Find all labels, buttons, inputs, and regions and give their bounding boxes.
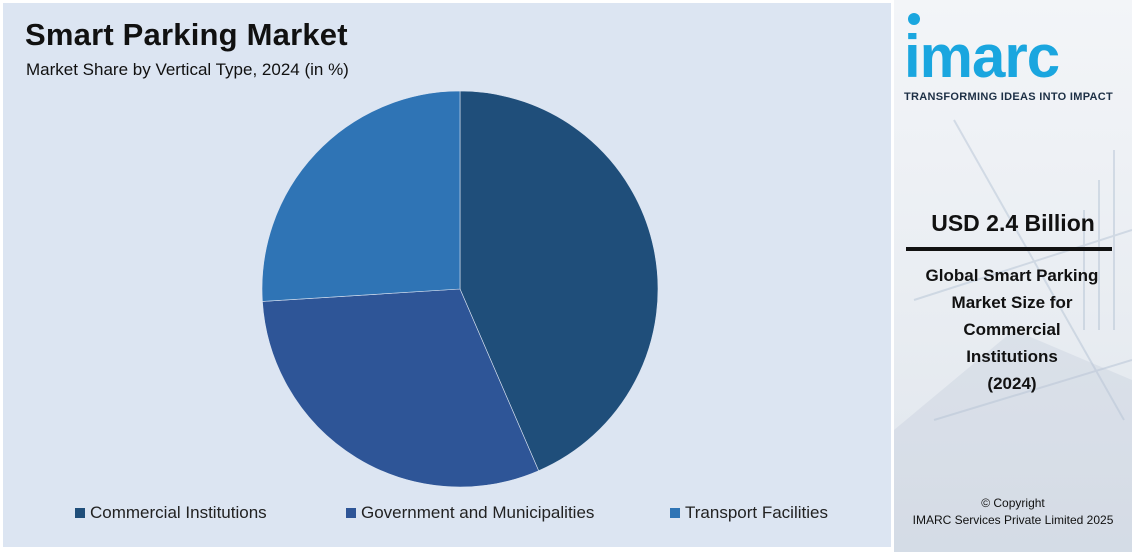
chart-legend: Commercial Institutions Government and Mu… bbox=[3, 503, 891, 527]
legend-label: Transport Facilities bbox=[685, 503, 828, 522]
legend-item: Transport Facilities bbox=[670, 503, 828, 523]
highlight-desc-line: Institutions bbox=[966, 347, 1058, 366]
pie-chart bbox=[261, 90, 659, 488]
chart-panel: Smart Parking Market Market Share by Ver… bbox=[3, 3, 891, 547]
decorative-background-graphic bbox=[894, 119, 1132, 552]
pie-slice-government-and-municipalities bbox=[262, 288, 540, 488]
legend-label: Government and Municipalities bbox=[361, 503, 595, 522]
legend-item: Government and Municipalities bbox=[346, 503, 594, 523]
imarc-logo: imarc bbox=[904, 23, 1060, 90]
legend-label: Commercial Institutions bbox=[90, 503, 267, 522]
highlight-value: USD 2.4 Billion bbox=[931, 210, 1095, 236]
side-panel: imarc TRANSFORMING IDEAS INTO IMPACT USD… bbox=[894, 0, 1132, 552]
legend-swatch bbox=[670, 508, 680, 518]
highlight-desc-line: Global Smart Parking bbox=[925, 266, 1099, 285]
chart-title: Smart Parking Market bbox=[25, 17, 348, 52]
highlight-desc-line: Commercial bbox=[963, 320, 1061, 339]
copyright-line: © Copyright bbox=[981, 496, 1045, 510]
legend-swatch bbox=[346, 508, 356, 518]
pie-slice-commercial-institutions bbox=[459, 90, 659, 472]
copyright: © Copyright IMARC Services Private Limit… bbox=[894, 495, 1132, 529]
chart-subtitle: Market Share by Vertical Type, 2024 (in … bbox=[26, 60, 349, 79]
highlight-description: Global Smart Parking Market Size for Com… bbox=[894, 262, 1130, 397]
logo-dot bbox=[908, 13, 920, 25]
logo-tagline: TRANSFORMING IDEAS INTO IMPACT bbox=[904, 91, 1114, 103]
highlight-divider bbox=[906, 247, 1112, 251]
legend-item: Commercial Institutions bbox=[75, 503, 267, 523]
legend-swatch bbox=[75, 508, 85, 518]
pie-slice-transport-facilities bbox=[261, 90, 461, 302]
highlight-desc-line: Market Size for bbox=[951, 293, 1073, 312]
highlight-desc-line: (2024) bbox=[987, 374, 1037, 393]
copyright-line: IMARC Services Private Limited 2025 bbox=[912, 513, 1114, 527]
